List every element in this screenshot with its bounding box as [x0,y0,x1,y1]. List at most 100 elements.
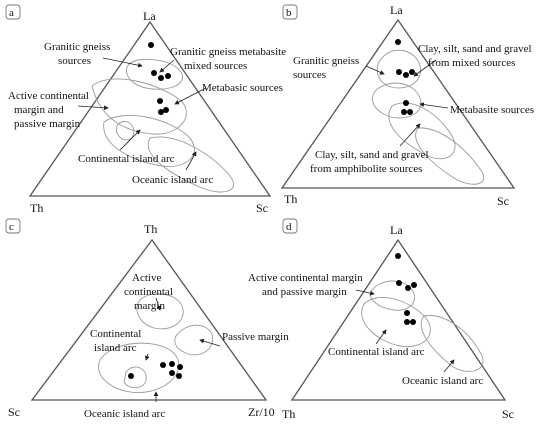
panel-d: d La Th Sc Active continental margin and… [248,218,514,421]
panel-a-apex-top: La [143,9,156,23]
panel-c-arrow-passive [199,338,221,347]
panel-d-sample-point [396,280,402,286]
panel-b-label: b [286,7,292,19]
panel-c-sample-point [177,364,183,370]
panel-a-label-active-margin: Active continental margin and passive ma… [8,90,92,130]
panel-c-sample-point [176,373,182,379]
panel-c-field-active-margin [136,293,184,330]
panel-b-sample-point [407,109,413,115]
panel-a-label-oceanic-arc: Oceanic island arc [132,174,213,186]
panel-a-field-continental-arc [103,114,195,168]
panel-b-field-amphibolite [415,127,485,185]
panel-c-label-continental-arc: Continental island arc [90,328,144,354]
panel-a-arrow-metabasic [174,87,207,105]
panel-b-label-amphibolite: Clay, silt, sand and gravel from amphibo… [310,149,431,175]
panel-b-sample-point [395,39,401,45]
panel-c-arrow-active [155,297,162,311]
panel-b-sample-point [403,100,409,106]
panel-d-badge [282,218,298,234]
panel-a-sample-point [158,109,164,115]
panel-a-apex-left: Th [30,201,43,215]
panel-d-arrow-oceanic [443,359,455,373]
panel-a-field-granitic [126,59,183,90]
panel-b-arrow-metabasite [419,102,449,109]
panel-c-label: c [9,221,14,233]
panel-a-label: a [9,7,14,19]
panel-c-apex-right: Zr/10 [248,405,275,419]
panel-c-label-passive-margin: Passive margin [222,331,289,343]
panel-d-sample-point [410,319,416,325]
panel-b-badge [282,4,298,20]
panel-a-sample-point [163,107,169,113]
panel-b-sample-point [396,69,402,75]
panel-b-sample-point [403,72,409,78]
panel-b-apex-top: La [390,3,403,17]
panel-a-label-metabasic: Metabasic sources [202,82,283,94]
panel-a-arrow-mixed [159,59,175,73]
panel-c-arrow-continental [144,353,150,361]
panel-a-badge [5,4,21,20]
panel-c-badge [5,218,21,234]
panel-a-arrow-oceanic [185,151,197,171]
panel-d-apex-top: La [390,223,403,237]
panel-d-sample-point [404,310,410,316]
panel-d-label-continental-arc: Continental island arc [328,346,425,358]
panel-a-arrow-active [77,105,109,111]
panel-b-label-metabasite: Metabasite sources [450,104,534,116]
panel-b-arrow-amphibolite [399,123,421,147]
panel-c-sample-point [169,370,175,376]
panel-d-sample-point [395,253,401,259]
panel-a-sample-point [151,70,157,76]
panel-a-label-granitic-gneiss: Granitic gneiss sources [44,41,113,67]
panel-c-apex-top: Th [144,222,157,236]
panel-d-label-active-margin: Active continental margin and passive ma… [248,272,365,298]
panel-c-triangle [30,238,268,401]
panel-d-sample-point [404,319,410,325]
panel-a-apex-right: Sc [256,201,268,215]
panel-b-label-mixed: Clay, silt, sand and gravel from mixed s… [418,43,534,69]
panel-c-label-active-margin: Active continental margin [124,272,176,312]
panel-d-triangle [290,238,507,401]
panel-b-sample-point [401,109,407,115]
panel-a-field-oceanic-arc [147,136,234,193]
panel-c-field-oceanic-arc [123,366,147,389]
panel-a-sample-point [158,75,164,81]
panel-d-apex-left: Th [282,407,295,421]
panel-b-field-mixed [372,82,422,119]
panel-b-field-granitic [376,49,421,89]
panel-d-sample-point [405,285,411,291]
panel-a-sample-point [165,73,171,79]
panel-c-sample-point [160,362,166,368]
panel-b-label-granitic-gneiss: Granitic gneiss sources [293,55,362,81]
panel-a-arrow-continental [119,129,141,151]
panel-c-sample-point [128,373,134,379]
panel-c-field-passive-margin [174,324,214,356]
panel-d-field-continental-arc [361,296,431,348]
panel-d-arrow-active [355,289,375,296]
panel-b-arrow-mixed [413,59,437,77]
panel-b-arrow-granitic [365,65,385,75]
panel-c-field-continental-arc [98,342,180,393]
panel-a-field-active-margin [91,78,187,135]
panel-d-arrow-continental [375,329,387,345]
panel-a-triangle [28,20,272,197]
panel-d-apex-right: Sc [502,407,514,421]
panel-b-apex-right: Sc [497,194,509,208]
panel-a-sample-point [157,98,163,104]
panel-d-label: d [286,221,292,233]
panel-a-sample-point [148,42,154,48]
panel-b-sample-point [409,69,415,75]
panel-d-field-oceanic-arc [420,315,484,372]
panel-d-field-active-margin [370,280,415,311]
panel-a-arrow-granitic [102,57,143,68]
panel-d-label-oceanic-arc: Oceanic island arc [402,375,483,387]
panel-c-sample-point [169,361,175,367]
panel-c: c Th Sc Zr/10 Active continental margin … [5,218,289,420]
panel-c-apex-left: Sc [8,405,20,419]
panel-d-sample-point [411,282,417,288]
panel-b-apex-left: Th [284,192,297,206]
panel-a-label-continental-arc: Continental island arc [78,153,175,165]
panel-a: a La Th Sc Granitic gneiss sources [5,4,286,215]
panel-b-triangle [280,18,516,189]
